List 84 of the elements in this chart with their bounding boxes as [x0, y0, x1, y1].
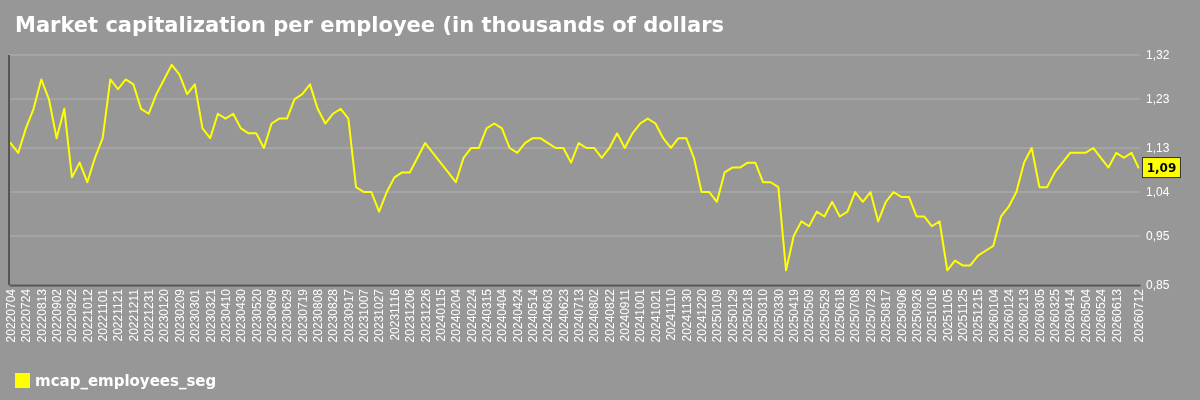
x-tick-label: 20240224 [464, 288, 479, 343]
x-tick-label: 20260213 [1017, 288, 1032, 343]
x-tick-label: 20250926 [909, 288, 924, 343]
x-tick-label: 20230520 [249, 288, 264, 343]
x-tick-label: 20221121 [111, 288, 126, 342]
x-tick-label: 20250817 [879, 288, 894, 343]
x-tick-label: 20231226 [418, 288, 433, 343]
x-tick-label: 20240424 [510, 288, 525, 343]
x-tick-label: 20241220 [694, 288, 709, 343]
x-tick-label: 20251105 [940, 288, 955, 342]
y-tick-label: 1,13 [1146, 141, 1170, 156]
x-tick-label: 20260613 [1109, 288, 1124, 343]
x-tick-label: 20230430 [234, 288, 249, 343]
x-tick-label: 20230209 [172, 288, 187, 343]
x-tick-label: 20250708 [848, 288, 863, 343]
x-tick-label: 20230410 [218, 288, 233, 343]
x-tick-label: 20221012 [80, 288, 95, 343]
x-tick-label: 20250218 [740, 288, 755, 343]
x-tick-label: 20250109 [710, 288, 725, 343]
x-tick-label: 20251215 [971, 288, 986, 343]
x-tick-label: 20240204 [449, 288, 464, 343]
chart-title: Market capitalization per employee (in thousands of dollars [15, 13, 725, 37]
x-tick-label: 20241021 [648, 288, 663, 343]
line-series [9, 63, 1140, 272]
x-tick-label: 20220724 [19, 288, 34, 343]
x-tick-label: 20240115 [433, 288, 448, 342]
y-tick-label: 1,04 [1146, 185, 1170, 200]
x-tick-label: 20240802 [587, 288, 602, 343]
x-tick-label: 20230629 [280, 288, 295, 343]
x-tick-label: 20241001 [633, 288, 648, 343]
x-tick-label: 20231027 [372, 288, 387, 343]
x-tick-label: 20240514 [525, 288, 540, 343]
x-tick-label: 20260504 [1078, 288, 1093, 343]
x-tick-label: 20260104 [986, 288, 1001, 343]
annotation: 1,09 [1146, 161, 1177, 176]
y-tick-label: 1,32 [1146, 48, 1170, 63]
x-tick-label: 20260325 [1048, 288, 1063, 343]
x-tick-label: 20230321 [203, 288, 218, 343]
x-tick-label: 20221231 [142, 288, 157, 343]
x-tick-label: 20250419 [787, 288, 802, 343]
x-tick-label: 20230917 [341, 288, 356, 343]
x-tick-label: 20240603 [541, 288, 556, 343]
x-tick-label: 20250529 [817, 288, 832, 343]
x-tick-label: 20260712 [1131, 288, 1146, 343]
y-tick-label: 1,23 [1146, 92, 1170, 107]
x-tick-label: 20241110 [664, 288, 679, 341]
x-tick-label: 20240623 [556, 288, 571, 343]
x-tick-label: 20220704 [3, 288, 18, 343]
x-tick-label: 20260124 [1002, 288, 1017, 343]
x-tick-label: 20231116 [387, 288, 402, 341]
x-tick-label: 20260414 [1063, 288, 1078, 343]
x-tick-label: 20240713 [572, 288, 587, 343]
y-tick-label: 0,85 [1146, 278, 1170, 293]
x-tick-label: 20251016 [925, 288, 940, 343]
x-tick-label: 20220902 [49, 288, 64, 343]
x-tick-label: 20250129 [725, 288, 740, 343]
x-tick-label: 20250906 [894, 288, 909, 343]
x-tick-label: 20250618 [833, 288, 848, 343]
x-tick-label: 20221211 [126, 288, 141, 342]
x-tick-label: 20230609 [264, 288, 279, 343]
x-tick-label: 20220813 [34, 288, 49, 343]
x-tick-label: 20250330 [771, 288, 786, 343]
x-tick-label: 20240822 [602, 288, 617, 343]
x-tick-label: 20251125 [955, 288, 970, 342]
x-tick-label: 20240911 [618, 288, 633, 342]
x-tick-label: 20250728 [863, 288, 878, 343]
x-tick-label: 20250509 [802, 288, 817, 343]
x-tick-label: 20240315 [479, 288, 494, 343]
x-tick-label: 20221101 [96, 288, 111, 342]
x-tick-label: 20230301 [188, 288, 203, 343]
x-tick-label: 20230719 [295, 288, 310, 343]
legend-label: mcap_employees_seg [35, 372, 217, 390]
x-tick-label: 20260305 [1032, 288, 1047, 343]
x-tick-label: 20241130 [679, 288, 694, 342]
x-tick-label: 20231007 [357, 288, 372, 343]
x-tick-label: 20231206 [403, 288, 418, 343]
x-tick-label: 20260524 [1094, 288, 1109, 343]
x-tick-label: 20220922 [65, 288, 80, 343]
x-tick-label: 20250310 [756, 288, 771, 343]
x-tick-label: 20240404 [495, 288, 510, 343]
x-tick-label: 20230808 [311, 288, 325, 343]
x-tick-label: 20230120 [157, 288, 172, 343]
y-tick-label: 0,95 [1146, 229, 1170, 244]
x-tick-label: 20230828 [326, 288, 341, 343]
